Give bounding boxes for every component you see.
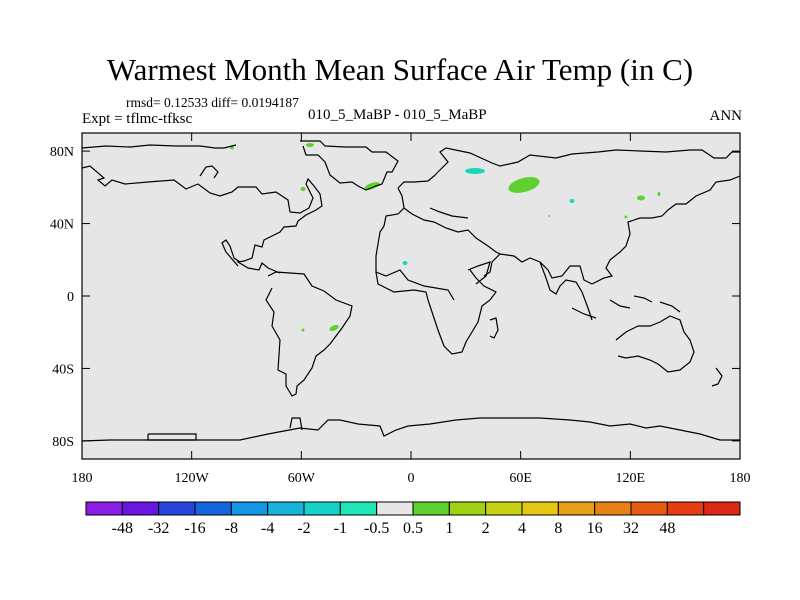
colorbar-label: 0.5 <box>403 520 423 537</box>
colorbar-swatch <box>339 501 378 516</box>
coastlines <box>81 140 741 442</box>
plot-title: Warmest Month Mean Surface Air Temp (in … <box>106 52 694 87</box>
colorbar-label: 16 <box>587 520 603 537</box>
colorbar-swatch <box>412 501 450 516</box>
colorbar-swatch <box>630 501 668 516</box>
anomaly-patches <box>230 143 661 332</box>
map-background <box>82 133 740 459</box>
colorbar-label: 32 <box>623 520 639 537</box>
colorbar-swatch <box>303 501 341 516</box>
colorbar-label: -2 <box>297 520 310 537</box>
colorbar-swatch <box>158 501 196 516</box>
colorbar: -48 -32 -16 -8 -4 -2 -1 -0.5 0.5 1 2 4 8 16 32 48 <box>85 501 741 537</box>
colorbar-label: 4 <box>518 520 526 537</box>
colorbar-label: -0.5 <box>364 520 389 537</box>
colorbar-label: 2 <box>482 520 490 537</box>
x-tick-label: 180 <box>730 471 751 486</box>
y-tick-label: 80N <box>50 145 74 160</box>
colorbar-swatch <box>703 501 741 516</box>
y-tick-label: 40S <box>52 362 74 377</box>
period-comparison-label: 010_5_MaBP - 010_5_MaBP <box>308 107 487 123</box>
colorbar-swatch <box>121 501 160 516</box>
colorbar-swatch <box>485 501 523 516</box>
colorbar-swatch <box>194 501 232 516</box>
experiment-label: Expt = tflmc-tfksc <box>82 111 193 127</box>
x-tick-label: 120E <box>616 471 646 486</box>
colorbar-swatch <box>557 501 596 516</box>
colorbar-label: -1 <box>334 520 347 537</box>
y-tick-label: 80S <box>52 435 74 450</box>
season-label: ANN <box>709 108 743 124</box>
colorbar-label: 48 <box>659 520 675 537</box>
colorbar-label: -48 <box>112 520 133 537</box>
y-tick-label: 0 <box>67 290 74 305</box>
colorbar-label: -8 <box>225 520 238 537</box>
colorbar-swatch <box>666 501 705 516</box>
x-tick-label: 0 <box>408 471 415 486</box>
colorbar-label: -32 <box>148 520 169 537</box>
x-axis: 180 120W 60W 0 60E 120E 180 <box>72 133 751 486</box>
stats-label: rmsd= 0.12533 diff= 0.0194187 <box>126 95 299 110</box>
colorbar-swatch <box>230 501 269 516</box>
y-tick-label: 40N <box>50 218 74 233</box>
colorbar-swatch <box>448 501 487 516</box>
colorbar-swatch <box>376 501 414 516</box>
colorbar-label: -4 <box>261 520 274 537</box>
y-axis: 80N 40N 0 40S 80S <box>50 145 740 450</box>
colorbar-swatch <box>85 501 123 516</box>
x-tick-label: 60E <box>509 471 532 486</box>
x-tick-label: 120W <box>175 471 210 486</box>
colorbar-swatch <box>267 501 305 516</box>
x-tick-label: 180 <box>72 471 93 486</box>
x-tick-label: 60W <box>288 471 316 486</box>
colorbar-swatch <box>594 501 632 516</box>
colorbar-label: -16 <box>184 520 205 537</box>
colorbar-label: 8 <box>554 520 562 537</box>
colorbar-swatch <box>521 501 559 516</box>
colorbar-label: 1 <box>445 520 453 537</box>
